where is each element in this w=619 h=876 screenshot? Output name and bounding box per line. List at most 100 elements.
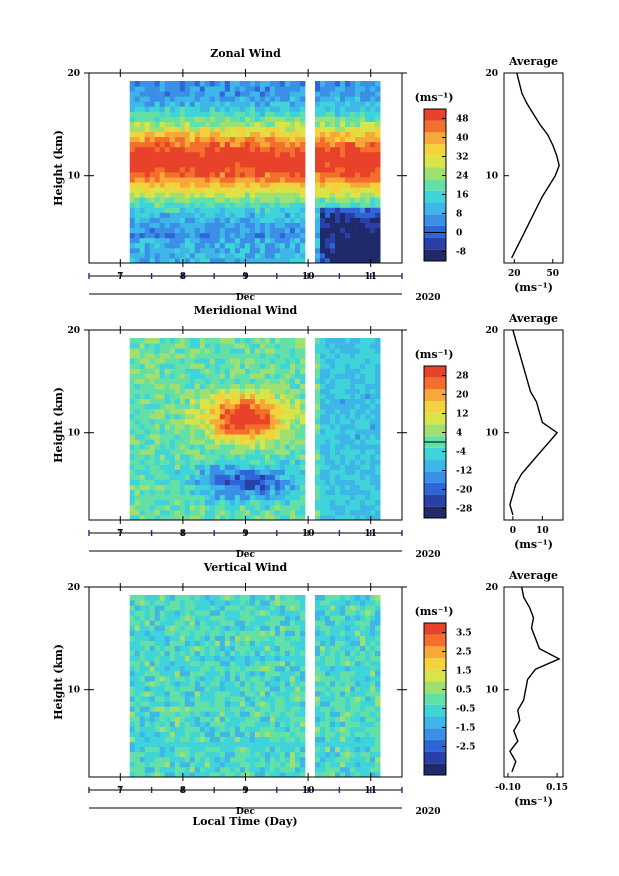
heatmap-cell [300, 479, 306, 486]
heatmap-cell [219, 418, 226, 425]
heatmap-cell [144, 479, 151, 486]
heatmap-cell [335, 494, 341, 501]
heatmap-cell [159, 192, 166, 198]
heatmap-cell [184, 91, 191, 97]
heatmap-cell [244, 388, 251, 395]
heatmap-cell [204, 141, 211, 148]
heatmap-cell [330, 252, 336, 259]
heatmap-cell [249, 96, 256, 102]
heatmap-cell [259, 741, 266, 748]
heatmap-cell [295, 363, 301, 369]
heatmap-cell [320, 665, 326, 672]
heatmap-cell [214, 701, 221, 707]
heatmap-cell [320, 106, 326, 112]
heatmap-cell [239, 418, 246, 425]
heatmap-cell [214, 605, 221, 611]
heatmap-cell [350, 187, 356, 193]
heatmap-cell [184, 177, 191, 183]
heatmap-cell [284, 439, 291, 445]
heatmap-cell [360, 343, 366, 349]
heatmap-cell [320, 600, 326, 606]
heatmap-cell [365, 217, 371, 223]
heatmap-cell [249, 413, 256, 420]
heatmap-cell [300, 151, 306, 158]
heatmap-cell [254, 86, 261, 92]
heatmap-cell [340, 106, 346, 112]
heatmap-cell [320, 257, 326, 264]
heatmap-cell [254, 141, 261, 148]
heatmap-cell [269, 202, 276, 208]
heatmap-cell [375, 348, 381, 354]
heatmap-cell [184, 242, 191, 249]
heatmap-cell [249, 227, 256, 234]
heatmap-cell [214, 192, 221, 198]
heatmap-cell [219, 429, 226, 435]
heatmap-cell [144, 227, 151, 234]
heatmap-cell [274, 222, 281, 229]
heatmap-cell [325, 514, 331, 521]
heatmap-cell [189, 439, 196, 445]
heatmap-cell [300, 408, 306, 415]
heatmap-cell [129, 373, 136, 379]
heatmap-cell [284, 489, 291, 496]
heatmap-cell [284, 252, 291, 259]
heatmap-cell [350, 413, 356, 420]
heatmap-cell [164, 237, 171, 244]
heatmap-cell [375, 383, 381, 389]
heatmap-cell [234, 509, 241, 516]
heatmap-cell [239, 640, 246, 646]
heatmap-cell [169, 499, 176, 506]
heatmap-cell [209, 126, 216, 132]
heatmap-cell [169, 187, 176, 193]
heatmap-cell [144, 106, 151, 112]
heatmap-cell [144, 686, 151, 692]
heatmap-cell [199, 172, 206, 178]
heatmap-cell [355, 146, 361, 153]
heatmap-cell [264, 166, 271, 173]
heatmap-cell [284, 610, 291, 616]
heatmap-cell [350, 403, 356, 410]
heatmap-cell [295, 741, 301, 748]
heatmap-cell [194, 398, 201, 405]
heatmap-cell [159, 459, 166, 465]
heatmap-cell [274, 146, 281, 153]
heatmap-cell [229, 711, 236, 717]
heatmap-cell [315, 640, 321, 646]
heatmap-cell [355, 348, 361, 354]
heatmap-cell [209, 182, 216, 188]
heatmap-cell [289, 161, 296, 168]
heatmap-cell [254, 358, 261, 364]
heatmap-cell [209, 348, 216, 354]
heatmap-cell [370, 504, 376, 511]
heatmap-cell [209, 454, 216, 460]
heatmap-cell [284, 338, 291, 344]
heatmap-cell [284, 247, 291, 254]
heatmap-cell [249, 121, 256, 127]
heatmap-cell [239, 207, 246, 213]
heatmap-cell [224, 711, 231, 717]
heatmap-cell [269, 620, 276, 626]
heatmap-cell [199, 141, 206, 148]
heatmap-cell [239, 136, 246, 143]
heatmap-cell [350, 418, 356, 425]
heatmap-cell [279, 423, 286, 430]
heatmap-cell [284, 91, 291, 97]
heatmap-cell [154, 358, 161, 364]
heatmap-cell [295, 459, 301, 465]
heatmap-cell [149, 761, 156, 768]
heatmap-cell [300, 136, 306, 143]
heatmap-cell [129, 358, 136, 364]
heatmap-cell [284, 343, 291, 349]
heatmap-cell [320, 595, 326, 601]
heatmap-cell [174, 474, 181, 480]
heatmap-cell [164, 166, 171, 173]
heatmap-cell [244, 751, 251, 758]
heatmap-cell [315, 252, 321, 259]
heatmap-cell [209, 166, 216, 173]
heatmap-cell [154, 469, 161, 475]
heatmap-cell [244, 444, 251, 450]
heatmap-cell [320, 771, 326, 778]
heatmap-cell [335, 242, 341, 249]
heatmap-cell [320, 494, 326, 501]
heatmap-cell [239, 222, 246, 229]
